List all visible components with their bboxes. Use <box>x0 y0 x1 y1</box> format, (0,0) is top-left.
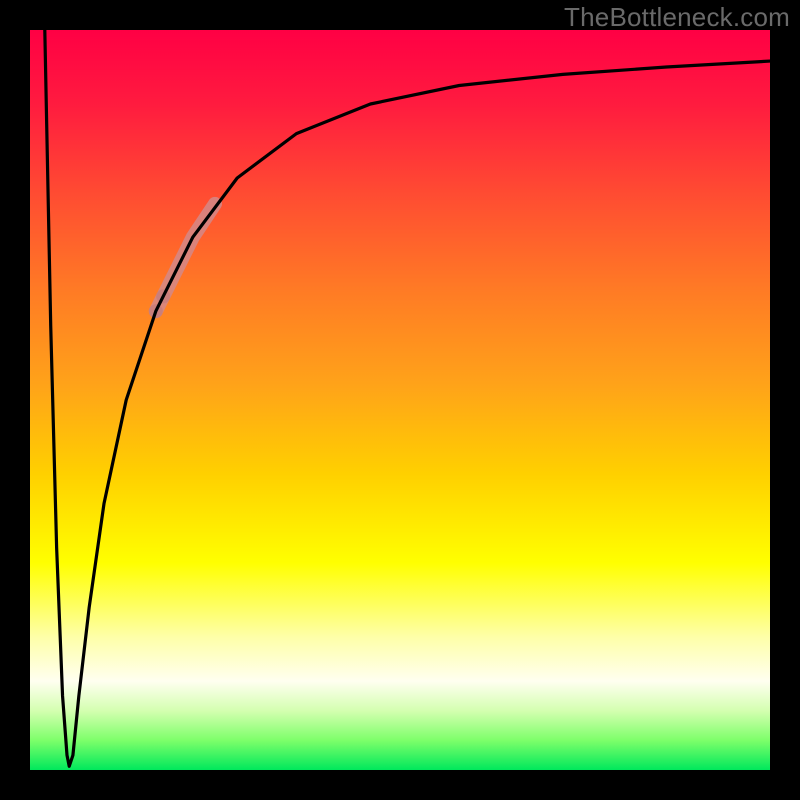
chart-container: TheBottleneck.com <box>0 0 800 800</box>
bottleneck-chart <box>0 0 800 800</box>
watermark-label: TheBottleneck.com <box>564 2 790 33</box>
gradient-background <box>30 30 770 770</box>
